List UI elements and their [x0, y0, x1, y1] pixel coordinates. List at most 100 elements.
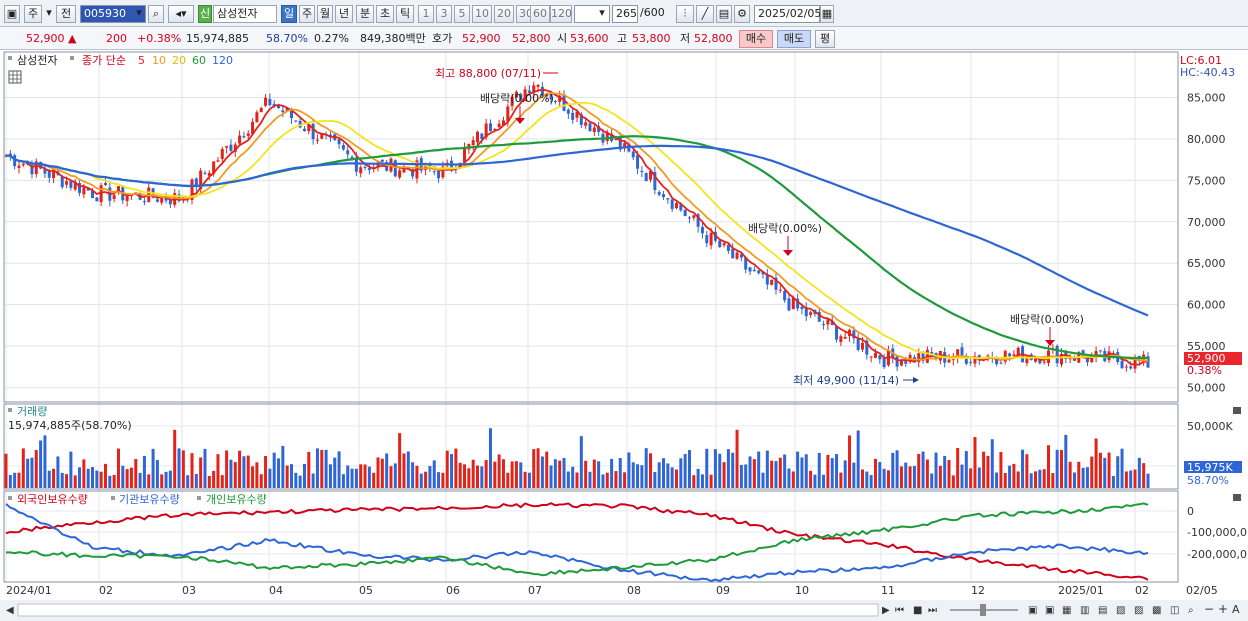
period-year[interactable]: 년: [335, 5, 353, 23]
num-3[interactable]: 3: [436, 5, 452, 23]
period-tick[interactable]: 틱: [396, 5, 414, 23]
volume-bar: [203, 448, 207, 488]
volume-bar: [532, 449, 536, 488]
horizontal-scrollbar[interactable]: [17, 603, 879, 617]
period-day[interactable]: 일: [281, 5, 297, 23]
indicator-icon[interactable]: ⫶: [676, 5, 694, 23]
volume-bar: [1025, 454, 1029, 488]
zoom-slider[interactable]: [980, 604, 986, 616]
low-annotation: 최저 49,900 (11/14): [793, 374, 899, 387]
period-week[interactable]: 주: [299, 5, 315, 23]
low-price: 52,800: [694, 32, 733, 45]
fit-icon[interactable]: ▣: [1028, 605, 1037, 616]
view8-icon[interactable]: ◫: [1170, 605, 1179, 616]
view-icon[interactable]: ▣: [1045, 605, 1054, 616]
view6-icon[interactable]: ▨: [1134, 605, 1143, 616]
volume-bar: [696, 468, 700, 488]
count-input[interactable]: 265: [612, 5, 638, 23]
stock-chart[interactable]: 85,000 80,000 75,000 70,000 65,000 60,000 55,0…: [0, 50, 1248, 621]
code-dropdown-icon[interactable]: ▾: [136, 6, 142, 19]
volume-bar: [787, 468, 791, 488]
gear-icon[interactable]: ⚙: [734, 5, 750, 23]
volume-bar: [843, 460, 847, 488]
candle-body: [969, 361, 973, 363]
rewind-icon[interactable]: ⏮: [895, 605, 904, 616]
table-icon[interactable]: [8, 70, 22, 84]
market-select[interactable]: 주: [24, 5, 42, 23]
num-5[interactable]: 5: [454, 5, 470, 23]
view5-icon[interactable]: ▧: [1116, 605, 1125, 616]
candle-body: [281, 110, 285, 113]
forward-icon[interactable]: ⏭: [928, 605, 937, 616]
draw-icon[interactable]: ╱: [696, 5, 714, 23]
volume-bar: [592, 459, 596, 488]
save-icon[interactable]: ▤: [716, 5, 732, 23]
volume-bar: [47, 470, 51, 488]
volume-bar: [177, 448, 181, 488]
scroll-left-icon[interactable]: ◀: [6, 605, 14, 616]
buy-button[interactable]: 매수: [739, 30, 773, 48]
volume-bar: [886, 470, 890, 488]
search-zoom-icon[interactable]: ⌕: [1188, 605, 1194, 616]
candle-body: [649, 170, 653, 180]
num-20[interactable]: 20: [494, 5, 514, 23]
candle-body: [238, 135, 242, 144]
volume-bar: [748, 456, 752, 488]
volume-bar: [1042, 469, 1046, 488]
up-triangle-icon: ▲: [68, 32, 77, 45]
sell-button[interactable]: 매도: [777, 30, 811, 48]
zoom-in-icon[interactable]: +: [1218, 602, 1228, 616]
volume-bar: [1137, 457, 1141, 488]
num-60[interactable]: 60: [530, 5, 550, 23]
num-120[interactable]: 120: [550, 5, 572, 23]
volume-bar: [657, 462, 661, 488]
eval-button[interactable]: 평: [815, 30, 835, 48]
volume-bar: [324, 449, 328, 488]
volume-bar: [1129, 470, 1133, 488]
period-minute[interactable]: 분: [356, 5, 374, 23]
view7-icon[interactable]: ▩: [1152, 605, 1161, 616]
blank-dropdown-icon[interactable]: ▾: [599, 6, 605, 19]
volume-bar: [1107, 452, 1111, 488]
candle-body: [350, 156, 354, 159]
volume-bar: [761, 472, 765, 488]
zoom-out-icon[interactable]: −: [1204, 602, 1214, 616]
prev-button[interactable]: 전: [56, 5, 76, 23]
view3-icon[interactable]: ▥: [1080, 605, 1089, 616]
candle-body: [480, 133, 484, 139]
num-10[interactable]: 10: [472, 5, 492, 23]
speaker-icon[interactable]: ◂▾: [168, 5, 194, 23]
high-label: 고: [617, 32, 628, 45]
candle-body: [311, 123, 315, 140]
view2-icon[interactable]: ▦: [1062, 605, 1071, 616]
legend-ma-label: 종가 단순: [82, 54, 126, 67]
calendar-icon[interactable]: ▦: [820, 5, 834, 23]
low-arrow-icon: [913, 377, 919, 383]
candle-body: [778, 289, 782, 291]
stop-icon[interactable]: ■: [913, 605, 922, 616]
search-icon[interactable]: ⌕: [148, 5, 164, 23]
volume-bar: [1034, 471, 1038, 488]
panel-close-icon[interactable]: [1233, 494, 1241, 501]
window-icon[interactable]: ▣: [4, 5, 20, 23]
volume-bar: [350, 468, 354, 488]
panel-close-icon[interactable]: [1233, 407, 1241, 414]
auto-icon[interactable]: A: [1232, 603, 1240, 616]
period-second[interactable]: 초: [376, 5, 394, 23]
volume-bar: [186, 475, 190, 488]
candle-body: [666, 198, 670, 200]
candle-body: [99, 185, 103, 203]
date-input[interactable]: 2025/02/05: [754, 5, 821, 23]
candle-body: [190, 179, 194, 201]
market-dropdown-icon[interactable]: ▾: [46, 6, 52, 19]
legend-box-icon: [111, 496, 115, 500]
view4-icon[interactable]: ▤: [1098, 605, 1107, 616]
num-1[interactable]: 1: [418, 5, 434, 23]
candle-body: [752, 269, 756, 272]
blank-select[interactable]: [574, 5, 610, 23]
scroll-right-icon[interactable]: ▶: [882, 605, 890, 616]
turnover: 0.27%: [314, 32, 349, 45]
hold-tick-label: -200,000,0: [1187, 548, 1247, 561]
period-month[interactable]: 월: [317, 5, 333, 23]
stock-code-input[interactable]: 005930: [80, 5, 146, 23]
